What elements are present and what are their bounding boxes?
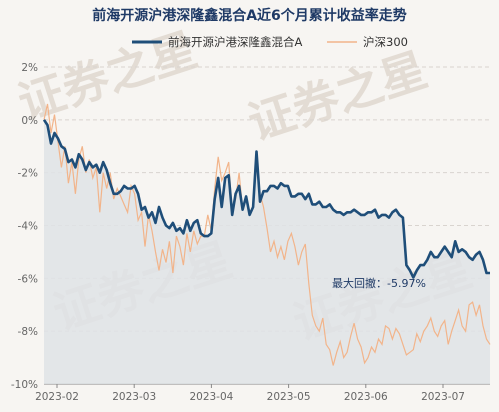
x-tick-label: 2023-02 [35,391,79,403]
y-tick-label: 0% [21,115,38,127]
legend: 前海开源沪港深隆鑫混合A 沪深300 [132,35,408,49]
fund-line [42,119,490,279]
x-axis: 2023-02 2023-03 2023-04 2023-05 2023-06 2023-… [35,384,465,403]
legend-label-index: 沪深300 [363,35,408,49]
index-line [43,103,491,366]
y-tick-label: -4% [18,221,38,233]
max-drawdown-annotation: 最大回撤：-5.97% [332,276,426,290]
chart-title: 前海开源沪港深隆鑫混合A近6个月累计收益率走势 [92,7,407,24]
x-tick-label: 2023-05 [267,391,311,403]
legend-label-fund: 前海开源沪港深隆鑫混合A [168,35,302,49]
y-tick-label: -10% [11,379,38,391]
fund-area-fill [44,119,490,385]
x-tick-label: 2023-07 [421,391,465,403]
x-tick-label: 2023-03 [112,391,156,403]
x-tick-label: 2023-04 [189,391,233,403]
y-tick-label: -8% [18,326,38,338]
x-tick-label: 2023-06 [344,391,388,403]
watermark-text-2: 证券之星 [242,42,434,150]
y-axis: 2% 0% -2% -4% -6% -8% -10% [11,62,38,391]
y-tick-label: -6% [18,273,38,285]
y-tick-label: -2% [18,168,38,180]
y-tick-label: 2% [21,62,38,74]
